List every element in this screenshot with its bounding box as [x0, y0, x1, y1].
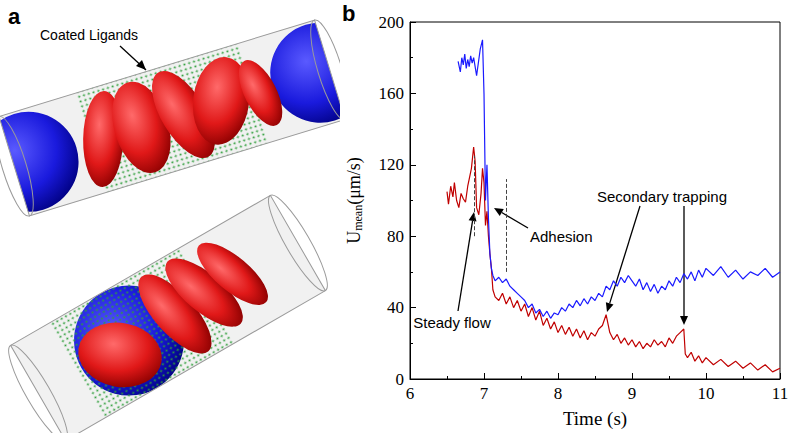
svg-text:8: 8: [554, 384, 563, 403]
svg-text:120: 120: [379, 155, 405, 174]
svg-text:10: 10: [698, 384, 715, 403]
svg-text:160: 160: [379, 84, 405, 103]
svg-text:mean: mean: [351, 205, 365, 231]
svg-text:b: b: [342, 1, 355, 26]
svg-text:Coated Ligands: Coated Ligands: [40, 27, 138, 43]
svg-text:Time (s): Time (s): [563, 408, 627, 430]
svg-text:Secondary trapping: Secondary trapping: [597, 188, 727, 205]
svg-text:7: 7: [480, 384, 489, 403]
svg-text:a: a: [8, 4, 21, 29]
svg-text:200: 200: [379, 13, 405, 32]
svg-text:11: 11: [772, 384, 788, 403]
svg-text:Steady flow: Steady flow: [413, 314, 491, 331]
svg-text:(μm/s): (μm/s): [344, 157, 365, 205]
svg-text:40: 40: [387, 298, 404, 317]
svg-text:9: 9: [628, 384, 637, 403]
svg-text:80: 80: [387, 227, 404, 246]
svg-text:6: 6: [406, 384, 415, 403]
svg-text:0: 0: [396, 370, 405, 389]
svg-text:Adhesion: Adhesion: [530, 228, 593, 245]
svg-text:U: U: [344, 231, 364, 244]
